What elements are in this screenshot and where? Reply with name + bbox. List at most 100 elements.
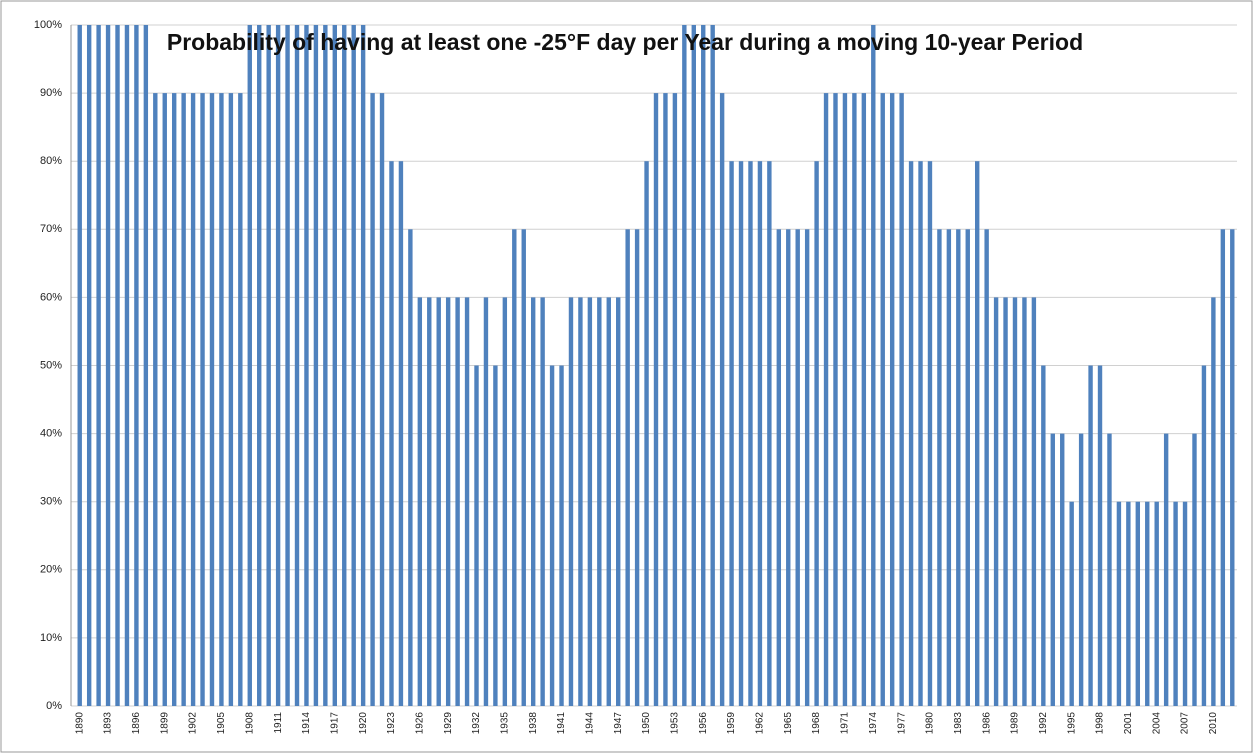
bar — [852, 93, 857, 707]
x-tick-label: 1983 — [953, 712, 964, 735]
bar — [625, 229, 630, 707]
bar — [908, 161, 914, 706]
bar — [530, 297, 536, 706]
bar — [606, 297, 611, 706]
y-tick-label: 30% — [40, 496, 62, 508]
bar — [228, 93, 234, 707]
bar — [313, 25, 319, 706]
bar — [578, 297, 583, 706]
bar — [946, 229, 952, 707]
bar — [672, 93, 678, 707]
bar — [493, 365, 498, 706]
y-tick-label: 80% — [40, 155, 62, 167]
bar — [795, 229, 800, 707]
bar — [984, 229, 989, 707]
bar — [814, 161, 819, 706]
x-tick-label: 1890 — [74, 712, 85, 735]
x-tick-label: 1938 — [528, 712, 539, 735]
bar — [512, 229, 517, 707]
x-tick-label: 1971 — [840, 712, 851, 735]
x-tick-label: 1953 — [670, 712, 681, 735]
x-tick-label: 1935 — [499, 712, 510, 735]
bar — [1060, 433, 1065, 706]
bar — [1041, 365, 1046, 706]
bar — [275, 25, 281, 706]
bar — [1022, 297, 1027, 706]
bar — [124, 25, 130, 706]
bar — [266, 25, 271, 706]
bar — [408, 229, 413, 707]
x-tick-label: 1923 — [386, 712, 397, 735]
bar — [464, 297, 470, 706]
chart-title: Probability of having at least one -25°F… — [166, 29, 1084, 55]
bar — [861, 93, 867, 707]
bar — [445, 297, 451, 706]
x-tick-label: 1950 — [641, 712, 652, 735]
bar — [1088, 365, 1093, 706]
x-tick-label: 1920 — [358, 712, 369, 735]
x-tick-label: 1992 — [1038, 712, 1049, 735]
bar — [247, 25, 252, 706]
bar — [143, 25, 149, 706]
x-tick-label: 1977 — [896, 712, 907, 735]
x-tick-label: 2001 — [1123, 712, 1134, 735]
bar — [294, 25, 300, 706]
x-tick-label: 2010 — [1208, 712, 1219, 735]
x-tick-label: 1968 — [811, 712, 822, 735]
x-tick-label: 1947 — [613, 712, 624, 735]
x-tick-label: 1998 — [1095, 712, 1106, 735]
bar — [559, 365, 564, 706]
bar — [918, 161, 923, 706]
bar — [823, 93, 829, 707]
bar — [1182, 501, 1188, 706]
bar — [540, 297, 545, 706]
x-tick-label: 2004 — [1151, 712, 1162, 735]
bar — [1126, 501, 1131, 706]
bar — [134, 25, 139, 706]
x-tick-label: 1944 — [585, 712, 596, 735]
bar — [937, 229, 942, 707]
bar — [691, 25, 696, 706]
bar — [455, 297, 460, 706]
x-tick-label: 1932 — [471, 712, 482, 735]
x-tick-label: 1893 — [103, 712, 114, 735]
x-tick-label: 1929 — [443, 712, 454, 735]
bar — [965, 229, 970, 707]
bar — [1107, 433, 1112, 706]
bar — [634, 229, 640, 707]
bar — [1078, 433, 1084, 706]
bar — [96, 25, 101, 706]
bar — [351, 25, 356, 706]
x-tick-label: 1896 — [131, 712, 142, 735]
x-tick-label: 1965 — [783, 712, 794, 735]
bar — [804, 229, 810, 707]
bar — [360, 25, 366, 706]
x-tick-label: 2007 — [1180, 712, 1191, 735]
bar — [757, 161, 763, 706]
bar — [616, 297, 621, 706]
bar — [568, 297, 574, 706]
bar — [483, 297, 489, 706]
bar — [767, 161, 772, 706]
bar — [370, 93, 375, 707]
bar — [1116, 501, 1122, 706]
x-tick-label: 1986 — [981, 712, 992, 735]
bar — [1230, 229, 1235, 707]
bar — [833, 93, 838, 707]
y-tick-label: 0% — [46, 700, 62, 712]
y-tick-label: 20% — [40, 564, 62, 576]
y-tick-label: 40% — [40, 428, 62, 440]
y-tick-label: 70% — [40, 223, 62, 235]
bar — [710, 25, 715, 706]
x-tick-label: 1941 — [556, 712, 567, 735]
bar — [701, 25, 706, 706]
bar — [842, 93, 848, 707]
bar — [1154, 501, 1159, 706]
bar — [115, 25, 120, 706]
bar — [871, 25, 876, 706]
x-tick-label: 1902 — [188, 712, 199, 735]
bar — [1173, 501, 1178, 706]
x-tick-label: 1980 — [925, 712, 936, 735]
bar — [200, 93, 205, 707]
